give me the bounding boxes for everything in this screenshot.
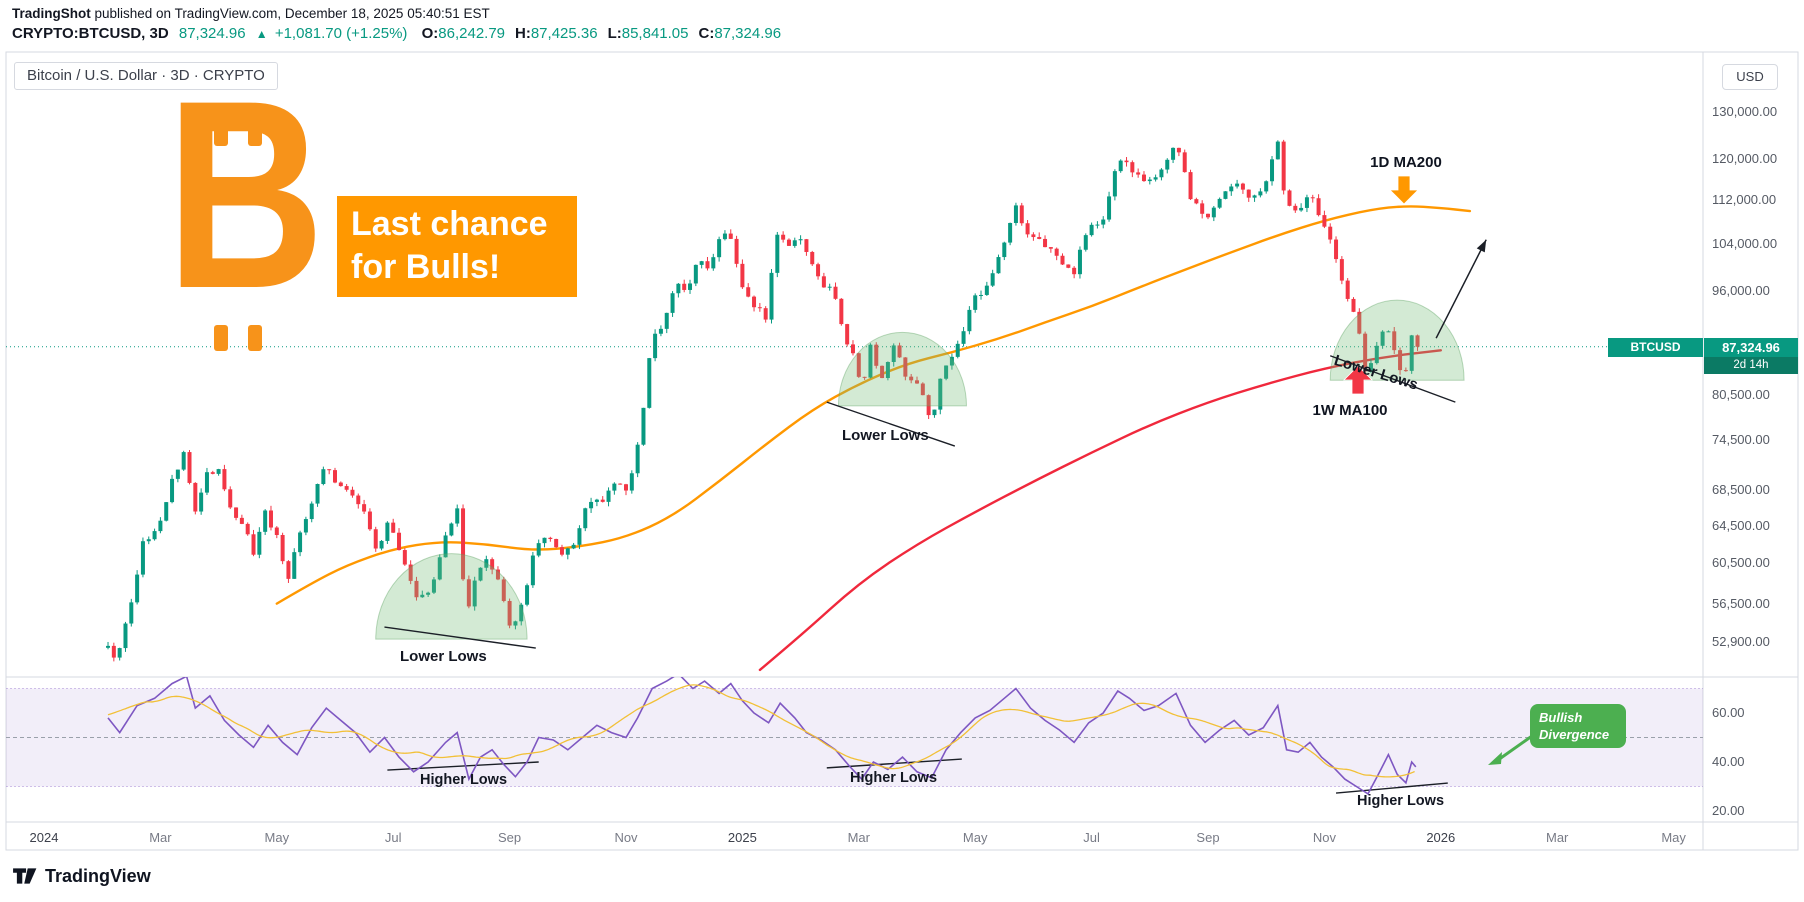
banner-line-1: Last chance [351,205,548,243]
higher-lows-label-2: Higher Lows [850,770,938,786]
time-axis-label: 2024 [29,830,59,845]
price-axis-label: 74,500.00 [1712,432,1770,448]
lower-lows-label-2: Lower Lows [842,427,929,444]
time-axis-label: Nov [1312,830,1336,845]
tradingview-wordmark[interactable]: TradingView [45,865,151,886]
time-axis-label: May [264,830,290,845]
symbol-interval: CRYPTO:BTCUSD, 3D [12,25,169,42]
btcusd-price-tag: BTCUSD [1608,338,1703,357]
last-chance-banner: Last chance for Bulls! [337,196,577,297]
price-axis-label: 96,000.00 [1712,282,1770,298]
bitcoin-b-glyph: B [166,44,325,344]
bitcoin-logo-prong [248,325,262,351]
price-change: +1,081.70 (+1.25%) [274,25,408,42]
tradingview-logo-icon [13,868,37,884]
ohlc-values: O:86,242.79 H:87,425.36 L:85,841.05 C:87,32… [412,25,781,42]
price-axis[interactable]: 130,000.00 120,000.00 112,000.00 104,000.00… [1703,52,1798,822]
price-axis-label: 60,500.00 [1712,555,1770,571]
ohlc-value: 87,425.36 [530,25,598,42]
time-axis-label: Sep [498,830,522,845]
up-arrow-icon: ▲ [255,27,268,41]
bullish-divergence-callout: Bullish Divergence [1530,704,1626,748]
footer: TradingView [12,864,151,888]
price-axis-label: 130,000.00 [1712,104,1778,119]
bar-countdown: 2d 14h [1704,357,1798,374]
higher-lows-label-1: Higher Lows [420,772,508,788]
price-axis-label: 80,500.00 [1712,386,1770,402]
price-axis-label: 64,500.00 [1712,517,1770,533]
time-axis-label: Nov [614,830,638,845]
divergence-line-2: Divergence [1539,727,1610,742]
time-axis-label: May [1661,830,1686,845]
publisher-name: TradingShot [12,6,91,21]
rsi-axis-label: 20.00 [1712,803,1745,818]
price-axis-label: 56,500.00 [1712,595,1770,611]
ma200-label: 1D MA200 [1370,154,1442,171]
price-axis-label: 68,500.00 [1712,482,1770,497]
price-axis-label: 112,000.00 [1712,191,1777,207]
bitcoin-logo-prong [214,120,228,146]
publish-header: TradingShot published on TradingView.com… [12,6,490,21]
last-price: 87,324.96 [178,25,246,42]
ohlc-value: 85,841.05 [621,25,689,42]
currency-toggle[interactable]: USD [1722,64,1778,90]
ohlc-label: L: [607,25,622,42]
time-axis-label: 2026 [1426,830,1456,845]
symbol-legend-button[interactable]: Bitcoin / U.S. Dollar · 3D · CRYPTO [14,62,278,90]
time-axis-label: 2025 [727,830,757,845]
time-axis-label: Sep [1196,830,1220,845]
ohlc-label: O: [421,25,439,42]
quote-bar: CRYPTO:BTCUSD, 3D 87,324.96 ▲ +1,081.70 … [12,25,781,42]
time-axis-label: Jul [1083,830,1100,845]
divergence-line-1: Bullish [1539,710,1583,725]
time-axis-label: Jul [384,830,402,845]
rsi-axis-label: 60.00 [1712,705,1745,720]
ma100-label: 1W MA100 [1312,402,1388,419]
bitcoin-logo-prong [214,325,228,351]
bitcoin-logo: B [166,60,325,353]
ohlc-value: 86,242.79 [438,25,506,42]
time-axis-label: Mar [847,830,870,845]
publish-info: published on TradingView.com, December 1… [90,6,490,21]
time-axis[interactable]: 2024 Mar May Jul Sep Nov 2025 Mar May Jul Sep Nov 20… [6,822,1703,850]
price-axis-label: 52,900.00 [1712,634,1770,650]
ohlc-label: C: [698,25,715,42]
higher-lows-label-3: Higher Lows [1357,793,1445,809]
time-axis-label: Mar [1545,830,1569,845]
bitcoin-logo-prong [248,120,262,146]
ohlc-value: 87,324.96 [714,25,782,42]
lower-lows-label-1: Lower Lows [400,648,487,665]
time-axis-label: May [962,830,988,845]
rsi-axis-label: 40.00 [1712,754,1745,769]
price-axis-label: 104,000.00 [1712,235,1778,251]
time-axis-label: Mar [149,830,172,845]
price-axis-label: 120,000.00 [1712,151,1778,167]
banner-line-2: for Bulls! [351,248,501,286]
current-price-badge: 87,324.96 [1704,338,1798,357]
ohlc-label: H: [515,25,531,42]
